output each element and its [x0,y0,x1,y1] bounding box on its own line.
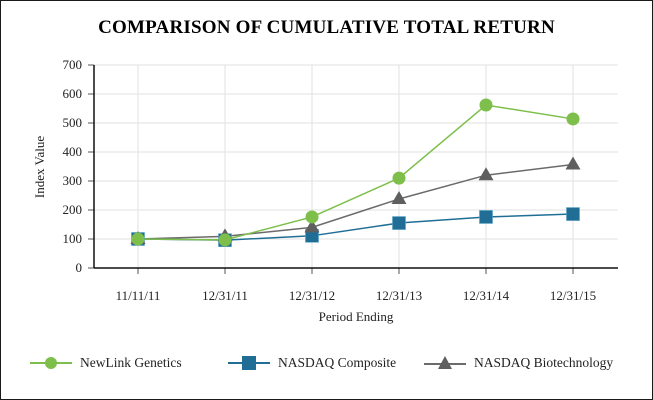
y-tick-labels: 0 100 200 300 400 500 600 700 [63,57,83,275]
y-tick-label: 0 [76,260,83,275]
x-tick-labels: 11/11/11 12/31/11 12/31/12 12/31/13 12/31/14… [116,288,597,303]
series-line-triangle [137,163,574,240]
y-axis-label: Index Value [32,136,47,198]
square-marker-icon [228,356,270,370]
legend-label: NewLink Genetics [80,355,182,370]
y-tick-label: 300 [63,173,83,188]
legend-label: NASDAQ Composite [278,355,397,370]
x-axis-label: Period Ending [319,309,394,324]
data-point-circle [392,171,406,185]
x-tick-label: 12/31/11 [202,288,248,303]
legend: NewLink Genetics NASDAQ Composite NASDAQ… [0,352,653,374]
data-point-triangle [391,190,407,204]
x-tick-label: 12/31/14 [463,288,510,303]
y-tick-label: 100 [63,231,83,246]
data-point-circle [479,98,493,112]
data-point-circle [131,232,145,246]
y-tick-label: 200 [63,202,83,217]
y-tick-label: 500 [63,115,83,130]
legend-item-nasdaq-biotech: NASDAQ Biotechnology [424,352,613,374]
series-line-square [137,213,574,241]
data-point-triangle [478,167,494,181]
circle-marker-icon [30,357,72,369]
chart-title: COMPARISON OF CUMULATIVE TOTAL RETURN [98,17,555,38]
y-tick-label: 700 [63,57,83,72]
y-tick-label: 400 [63,144,83,159]
x-tick-label: 12/31/15 [550,288,596,303]
data-point-square [479,210,493,224]
series-lines [130,98,581,247]
data-point-triangle [565,156,581,170]
triangle-marker-icon [424,356,466,369]
gridlines [94,64,618,268]
data-point-circle [305,210,319,224]
series-line-circle [137,104,574,241]
data-point-triangle [304,219,320,233]
axes [88,64,618,274]
legend-item-newlink: NewLink Genetics [30,352,182,374]
data-point-square [392,216,406,230]
x-tick-label: 11/11/11 [116,288,161,303]
data-point-circle [566,112,580,126]
legend-label: NASDAQ Biotechnology [474,355,614,370]
x-tick-label: 12/31/12 [289,288,335,303]
data-point-circle [218,233,232,247]
legend-item-nasdaq-composite: NASDAQ Composite [228,352,396,374]
data-point-square [566,207,580,221]
y-tick-label: 600 [63,86,83,101]
x-tick-label: 12/31/13 [376,288,422,303]
